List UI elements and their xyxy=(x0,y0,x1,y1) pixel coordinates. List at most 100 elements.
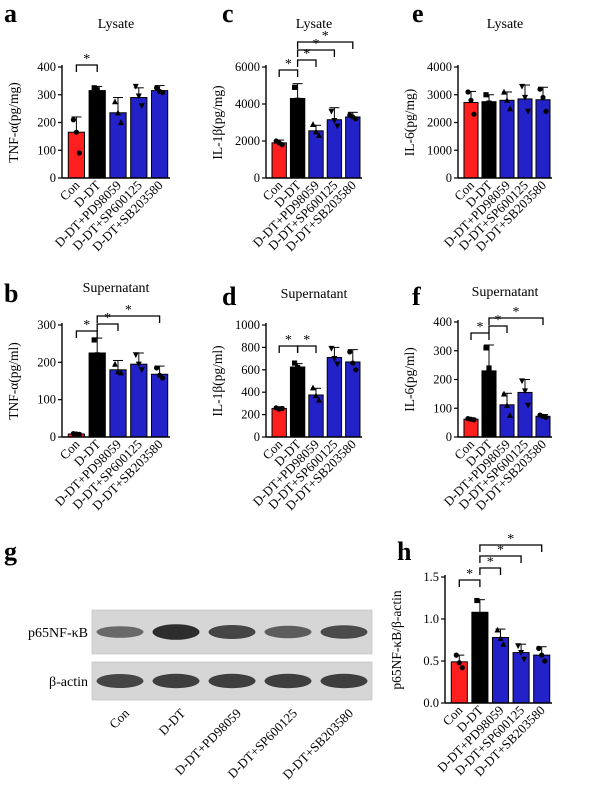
blot-lane-label-1: D-DT xyxy=(156,705,189,738)
ytick-label-h-3: 1.5 xyxy=(423,570,439,584)
sig-star-d-0: * xyxy=(285,333,292,348)
point-e-4-0 xyxy=(537,86,543,92)
point-f-1-2 xyxy=(489,391,495,397)
point-a-4-2 xyxy=(160,89,166,96)
point-a-0-0 xyxy=(70,117,76,123)
sig-star-a-0: * xyxy=(83,52,90,67)
point-b-2-0 xyxy=(112,361,118,367)
panel-letter-e: e xyxy=(412,0,424,28)
ytick-label-c-3: 6000 xyxy=(235,60,260,74)
sig-bracket-f-0 xyxy=(470,332,490,340)
point-f-1-1 xyxy=(486,365,492,371)
bar-f-0 xyxy=(463,418,479,438)
chart-title-c: Lysate xyxy=(296,17,333,32)
sig-bracket-c-3 xyxy=(296,41,354,49)
point-h-0-1 xyxy=(456,660,462,666)
point-b-4-0 xyxy=(154,365,160,371)
point-d-3-1 xyxy=(331,356,338,362)
bar-h-0 xyxy=(450,661,468,704)
point-b-1-1 xyxy=(94,352,100,358)
bar-a-3 xyxy=(130,97,148,179)
point-c-1-0 xyxy=(292,84,298,90)
ytick-label-c-0: 0 xyxy=(254,171,260,185)
bar-e-2 xyxy=(499,99,515,179)
point-a-0-1 xyxy=(73,129,79,135)
sig-star-b-1: * xyxy=(104,311,111,326)
bar-c-1 xyxy=(289,97,306,179)
blot-band-1-2 xyxy=(208,673,256,689)
point-h-0-0 xyxy=(453,652,459,658)
point-d-2-2 xyxy=(316,396,322,403)
sig-bracket-f-2 xyxy=(488,317,544,325)
chart-h: 0.00.51.01.5p65NF-κB/β-actinConD-DTD-DT+… xyxy=(389,532,552,779)
panel-letter-b: b xyxy=(4,279,18,308)
panel-letter-d: d xyxy=(222,282,237,311)
bar-c-4 xyxy=(345,116,361,179)
bar-d-0 xyxy=(271,407,287,438)
chart-title-a: Lysate xyxy=(98,17,135,32)
point-b-3-2 xyxy=(138,367,145,373)
ylabel-f: IL-6(pg/ml) xyxy=(402,347,417,411)
point-f-3-2 xyxy=(525,402,531,409)
point-e-1-2 xyxy=(489,103,495,109)
bar-h-1 xyxy=(471,611,489,704)
point-h-4-1 xyxy=(539,652,545,658)
chart-title-d: Supernatant xyxy=(281,287,348,302)
point-f-4-2 xyxy=(543,414,549,421)
ytick-label-e-4: 4000 xyxy=(427,60,452,74)
point-h-2-1 xyxy=(497,635,504,641)
bar-c-0 xyxy=(271,142,287,179)
ytick-label-f-1: 100 xyxy=(433,401,452,415)
point-d-1-1 xyxy=(295,364,301,371)
sig-star-c-2: * xyxy=(313,37,320,52)
point-a-2-2 xyxy=(118,119,124,126)
chart-title-b: Supernatant xyxy=(83,281,150,296)
sig-bracket-a-0 xyxy=(75,64,98,72)
ylabel-c: IL-1β(pg/mg) xyxy=(210,85,225,159)
sig-bracket-d-1 xyxy=(296,345,317,353)
sig-bracket-h-2 xyxy=(479,555,522,563)
ytick-label-a-3: 300 xyxy=(37,88,56,102)
ytick-label-e-1: 1000 xyxy=(427,143,452,157)
ytick-label-a-4: 400 xyxy=(37,60,56,74)
bar-e-1 xyxy=(481,101,497,179)
point-e-3-2 xyxy=(525,108,531,115)
point-f-2-2 xyxy=(507,412,513,419)
ytick-label-d-1: 200 xyxy=(241,408,260,422)
point-a-1-0 xyxy=(91,85,97,91)
chart-d: Supernatant 0 200 400 600 800 1000 IL-1β(pg/ml)… xyxy=(210,287,362,513)
point-e-3-0 xyxy=(519,83,525,90)
sig-bracket-h-0 xyxy=(458,579,481,587)
point-c-1-2 xyxy=(298,105,304,111)
point-e-1-1 xyxy=(486,100,492,106)
point-b-1-0 xyxy=(91,337,97,343)
point-d-4-1 xyxy=(350,360,356,366)
bar-b-3 xyxy=(130,363,148,438)
bar-d-3 xyxy=(326,356,343,438)
point-h-2-0 xyxy=(494,626,501,633)
point-h-0-2 xyxy=(459,665,465,671)
ytick-label-d-0: 0 xyxy=(254,430,260,444)
point-e-0-2 xyxy=(471,111,477,117)
point-d-3-0 xyxy=(328,345,335,352)
point-d-1-0 xyxy=(292,360,298,366)
chart-a: Lysate0100200300400TNF-α(pg/mg)ConD-DTD-… xyxy=(6,17,170,254)
ytick-label-f-3: 300 xyxy=(433,344,452,358)
point-a-0-2 xyxy=(76,150,82,156)
bar-f-2 xyxy=(499,404,515,438)
blot-band-0-3 xyxy=(264,625,312,639)
ytick-label-b-1: 100 xyxy=(37,393,56,407)
sig-star-c-1: * xyxy=(303,47,310,62)
panel-letter-h: h xyxy=(397,537,412,566)
point-h-4-0 xyxy=(536,645,542,652)
ytick-label-d-3: 600 xyxy=(241,363,260,377)
point-d-3-2 xyxy=(334,361,341,368)
bar-b-2 xyxy=(109,369,127,438)
sig-bracket-c-2 xyxy=(296,49,336,57)
bar-b-4 xyxy=(150,373,169,438)
sig-bracket-h-1 xyxy=(479,567,502,575)
ytick-label-e-0: 0 xyxy=(446,171,452,185)
ytick-label-b-3: 300 xyxy=(37,318,56,332)
ytick-label-d-5: 1000 xyxy=(235,318,260,332)
blot-band-1-1 xyxy=(152,673,200,689)
